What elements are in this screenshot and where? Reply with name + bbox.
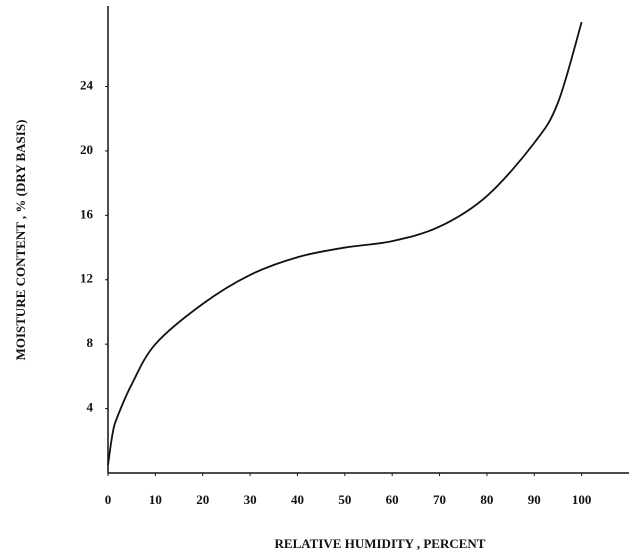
x-tick-label: 70 — [433, 492, 446, 507]
x-tick-label: 50 — [338, 492, 351, 507]
curve — [107, 21, 583, 466]
x-axis-label: RELATIVE HUMIDITY , PERCENT — [275, 536, 486, 551]
y-tick-label: 12 — [80, 271, 93, 286]
x-tick-label: 90 — [528, 492, 541, 507]
y-tick-label: 4 — [87, 400, 94, 415]
y-tick-label: 8 — [87, 335, 94, 350]
x-tick-label: 80 — [480, 492, 493, 507]
x-tick-label: 60 — [386, 492, 399, 507]
y-tick-label: 16 — [80, 206, 94, 221]
x-tick-label: 0 — [105, 492, 112, 507]
y-tick-label: 20 — [80, 142, 93, 157]
x-tick-label: 30 — [244, 492, 257, 507]
y-tick-label: 24 — [80, 78, 94, 93]
x-tick-label: 100 — [572, 492, 592, 507]
x-tick-label: 20 — [196, 492, 209, 507]
x-tick-label: 40 — [291, 492, 304, 507]
y-axis-label: MOISTURE CONTENT , % (DRY BASIS) — [13, 120, 28, 361]
x-tick-label: 10 — [149, 492, 162, 507]
